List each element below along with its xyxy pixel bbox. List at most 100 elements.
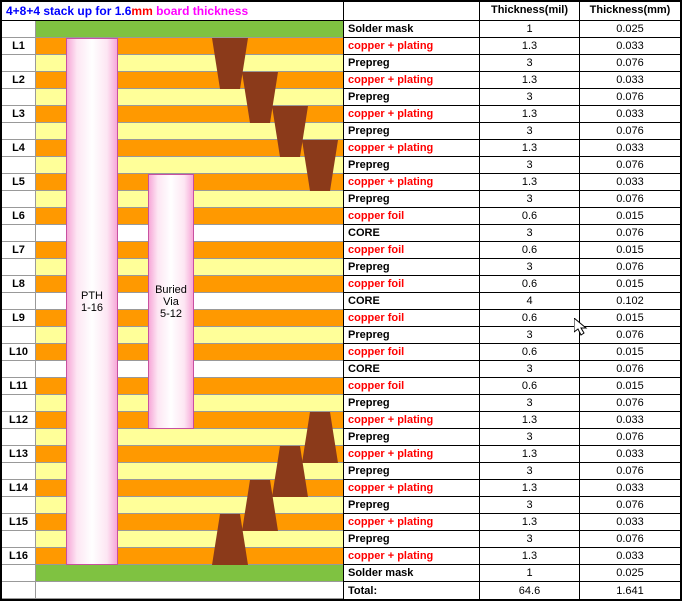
- data-row: Prepreg30.076: [344, 191, 680, 208]
- data-row: Prepreg30.076: [344, 157, 680, 174]
- layer-label: [2, 225, 36, 241]
- data-row: Solder mask10.025: [344, 565, 680, 582]
- body: L1L2L3L4L5L6L7L8L9L10L11L12L13L14L15L16 …: [2, 21, 680, 599]
- layer-label: [2, 531, 36, 547]
- material-cell: Solder mask: [344, 21, 480, 37]
- layer-label: [2, 89, 36, 105]
- layer-label: [2, 123, 36, 139]
- data-row: Prepreg30.076: [344, 123, 680, 140]
- layer-label: [2, 157, 36, 173]
- mm-cell: 0.015: [580, 242, 680, 258]
- mm-cell: 0.076: [580, 327, 680, 343]
- mil-cell: 1.3: [480, 38, 580, 54]
- layer-label: [2, 565, 36, 581]
- mil-cell: 1.3: [480, 72, 580, 88]
- title-cell: 4+8+4 stack up for 1.6mm board thickness: [2, 2, 344, 20]
- stackup-container: 4+8+4 stack up for 1.6mm board thickness…: [0, 0, 682, 601]
- mm-cell: 0.033: [580, 480, 680, 496]
- material-cell: Prepreg: [344, 123, 480, 139]
- mil-cell: 1.3: [480, 514, 580, 530]
- layer-label: L2: [2, 72, 36, 88]
- mil-cell: 3: [480, 497, 580, 513]
- total-mil: 64.6: [480, 582, 580, 599]
- mm-cell: 0.015: [580, 310, 680, 326]
- material-cell: copper + plating: [344, 514, 480, 530]
- material-cell: Prepreg: [344, 429, 480, 445]
- data-row: copper + plating1.30.033: [344, 106, 680, 123]
- material-cell: Prepreg: [344, 497, 480, 513]
- pth-label2: 1-16: [81, 302, 103, 314]
- data-row: Prepreg30.076: [344, 327, 680, 344]
- total-row: Total:64.61.641: [344, 582, 680, 599]
- data-row: CORE40.102: [344, 293, 680, 310]
- header-row: 4+8+4 stack up for 1.6mm board thickness…: [2, 2, 680, 21]
- microvia: [302, 140, 338, 194]
- mm-cell: 0.102: [580, 293, 680, 309]
- mm-cell: 0.033: [580, 72, 680, 88]
- mm-cell: 0.076: [580, 497, 680, 513]
- mm-cell: 0.033: [580, 38, 680, 54]
- layer-label: [2, 497, 36, 513]
- data-row: copper + plating1.30.033: [344, 514, 680, 531]
- data-row: copper + plating1.30.033: [344, 72, 680, 89]
- data-row: copper + plating1.30.033: [344, 140, 680, 157]
- material-cell: copper + plating: [344, 548, 480, 564]
- layer-label: L1: [2, 38, 36, 54]
- mm-cell: 0.033: [580, 106, 680, 122]
- title-part3: board thickness: [153, 4, 248, 18]
- material-cell: copper + plating: [344, 412, 480, 428]
- mil-cell: 1.3: [480, 412, 580, 428]
- material-cell: copper foil: [344, 378, 480, 394]
- data-row: Prepreg30.076: [344, 429, 680, 446]
- layer-strip: [36, 565, 343, 581]
- thickness-mm-header: Thickness(mm): [580, 2, 680, 20]
- mm-cell: 0.076: [580, 361, 680, 377]
- layer-label: [2, 55, 36, 71]
- mm-cell: 0.015: [580, 208, 680, 224]
- material-cell: copper + plating: [344, 72, 480, 88]
- material-cell: Prepreg: [344, 89, 480, 105]
- data-row: Prepreg30.076: [344, 531, 680, 548]
- diagram-row: L2: [2, 72, 343, 89]
- buried-label1: Buried: [155, 284, 187, 296]
- mm-cell: 0.076: [580, 259, 680, 275]
- mm-cell: 0.076: [580, 531, 680, 547]
- layer-label: L14: [2, 480, 36, 496]
- buried-via: Buried Via 5-12: [148, 174, 194, 429]
- mil-cell: 3: [480, 191, 580, 207]
- layer-label: L6: [2, 208, 36, 224]
- mil-cell: 4: [480, 293, 580, 309]
- material-cell: Prepreg: [344, 259, 480, 275]
- layer-label: L3: [2, 106, 36, 122]
- material-cell: CORE: [344, 293, 480, 309]
- mm-cell: 0.076: [580, 191, 680, 207]
- material-cell: copper foil: [344, 208, 480, 224]
- data-row: copper foil0.60.015: [344, 276, 680, 293]
- material-cell: copper foil: [344, 242, 480, 258]
- layer-label: L11: [2, 378, 36, 394]
- mm-cell: 0.076: [580, 395, 680, 411]
- data-row: copper + plating1.30.033: [344, 548, 680, 565]
- mm-cell: 0.076: [580, 89, 680, 105]
- mm-cell: 0.033: [580, 446, 680, 462]
- diagram-row: L15: [2, 514, 343, 531]
- material-cell: copper foil: [344, 310, 480, 326]
- mm-cell: 0.025: [580, 565, 680, 581]
- diagram-row: L1: [2, 38, 343, 55]
- mm-cell: 0.076: [580, 429, 680, 445]
- material-header: [344, 2, 480, 20]
- material-cell: copper + plating: [344, 38, 480, 54]
- mil-cell: 1.3: [480, 174, 580, 190]
- mm-cell: 0.015: [580, 276, 680, 292]
- data-row: copper foil0.60.015: [344, 208, 680, 225]
- layer-label: L8: [2, 276, 36, 292]
- layer-label: [2, 395, 36, 411]
- data-row: copper foil0.60.015: [344, 310, 680, 327]
- diagram-row: [2, 55, 343, 72]
- mil-cell: 0.6: [480, 276, 580, 292]
- material-cell: Prepreg: [344, 191, 480, 207]
- diagram-row: [2, 21, 343, 38]
- layer-label: [2, 21, 36, 37]
- material-cell: Prepreg: [344, 395, 480, 411]
- mil-cell: 1.3: [480, 548, 580, 564]
